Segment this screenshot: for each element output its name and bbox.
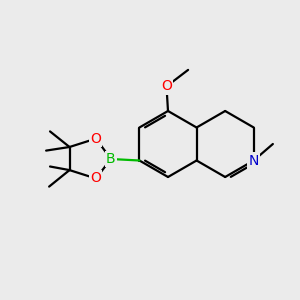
Text: N: N: [248, 154, 259, 167]
Text: O: O: [91, 132, 101, 145]
Text: O: O: [161, 80, 172, 93]
Text: O: O: [91, 172, 101, 185]
Text: B: B: [106, 152, 116, 166]
